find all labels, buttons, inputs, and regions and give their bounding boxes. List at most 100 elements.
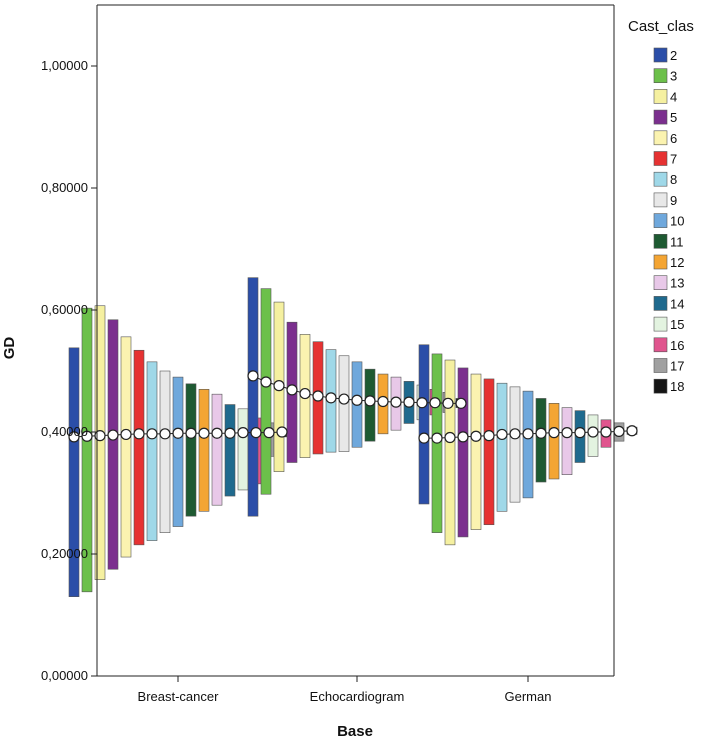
legend: Cast_clas 2 3 4 5 6 7 8 9 10 11 12 13 14 15 16 17 18 — [628, 18, 694, 394]
bar — [68, 347, 80, 598]
bar — [185, 383, 197, 517]
mean-point — [159, 428, 171, 440]
legend-label: 13 — [670, 276, 684, 291]
mean-point — [237, 427, 249, 439]
bar — [120, 336, 132, 558]
bar — [211, 393, 223, 506]
y-tick-label: 0,00000 — [41, 668, 88, 683]
legend-swatch — [653, 130, 668, 146]
mean-point — [247, 370, 259, 382]
legend-swatch — [653, 213, 668, 228]
mean-point — [509, 428, 521, 440]
mean-point — [548, 427, 560, 439]
bar — [247, 277, 259, 517]
means-layer — [68, 370, 638, 444]
legend-label: 12 — [670, 255, 684, 270]
mean-point — [613, 425, 625, 437]
bar — [522, 390, 534, 499]
legend-label: 2 — [670, 48, 677, 63]
bar — [418, 344, 430, 505]
mean-point — [133, 428, 145, 440]
bar — [198, 388, 210, 512]
legend-swatch — [653, 316, 668, 332]
mean-point — [522, 428, 534, 440]
legend-swatch — [653, 192, 668, 208]
mean-point — [535, 427, 547, 439]
mean-point — [561, 427, 573, 439]
mean-point — [198, 427, 210, 439]
y-tick-label: 0,80000 — [41, 180, 88, 195]
mean-point — [185, 427, 197, 439]
mean-point — [146, 428, 158, 440]
legend-label: 15 — [670, 317, 684, 332]
mean-point — [444, 431, 456, 444]
legend-swatch — [653, 151, 668, 166]
mean-point — [224, 427, 236, 439]
y-tick-label: 0,60000 — [41, 302, 88, 317]
mean-point — [418, 432, 430, 444]
bar — [81, 307, 93, 593]
mean-point — [211, 427, 223, 439]
bar — [94, 305, 106, 580]
mean-point — [107, 429, 119, 441]
legend-swatch — [653, 234, 668, 249]
legend-swatch — [653, 171, 668, 187]
bar — [159, 370, 171, 533]
legend-swatch — [653, 275, 668, 291]
legend-label: 10 — [670, 214, 684, 229]
bar — [457, 367, 469, 538]
legend-label: 14 — [670, 296, 684, 311]
legend-label: 7 — [670, 152, 677, 167]
legend-label: 18 — [670, 379, 684, 394]
mean-point — [377, 395, 389, 408]
bar — [133, 349, 145, 546]
mean-point — [273, 380, 285, 392]
legend-label: 6 — [670, 131, 677, 146]
mean-point — [574, 427, 586, 439]
legend-swatch — [653, 47, 668, 63]
y-tick-label: 0,40000 — [41, 424, 88, 439]
legend-label: 8 — [670, 172, 677, 187]
bar — [146, 361, 158, 541]
mean-point — [483, 430, 495, 442]
bar — [535, 398, 547, 483]
legend-swatch — [653, 68, 668, 83]
mean-point — [455, 397, 467, 409]
mean-point — [250, 427, 262, 439]
mean-point — [442, 397, 454, 409]
bar — [107, 319, 119, 570]
bar — [496, 382, 508, 512]
mean-point — [351, 394, 363, 406]
bar — [444, 359, 456, 546]
legend-swatch — [653, 296, 668, 311]
legend-label: 11 — [670, 234, 684, 249]
legend-label: 17 — [670, 359, 684, 374]
bar — [224, 404, 236, 497]
x-tick-label: Breast-cancer — [138, 689, 220, 704]
mean-point — [457, 431, 469, 443]
bar — [561, 407, 573, 476]
mean-point — [286, 384, 298, 396]
mean-point — [390, 396, 402, 408]
mean-point — [299, 387, 311, 400]
mean-point — [120, 428, 132, 441]
legend-label: 3 — [670, 69, 677, 84]
legend-swatch — [653, 358, 668, 373]
mean-point — [172, 427, 184, 439]
legend-label: 16 — [670, 338, 684, 353]
bar — [548, 403, 560, 480]
mean-point — [312, 390, 324, 402]
mean-point — [431, 432, 443, 444]
mean-point — [470, 430, 482, 442]
legend-swatch — [653, 378, 668, 394]
x-axis-title: Base — [337, 723, 373, 740]
mean-point — [325, 392, 337, 404]
mean-point — [276, 426, 288, 438]
bar — [172, 376, 184, 527]
y-axis-title: GD — [1, 337, 18, 360]
legend-swatch — [653, 337, 668, 353]
legend-swatch — [653, 109, 668, 125]
x-tick-label: German — [505, 689, 552, 704]
mean-point — [496, 428, 508, 441]
